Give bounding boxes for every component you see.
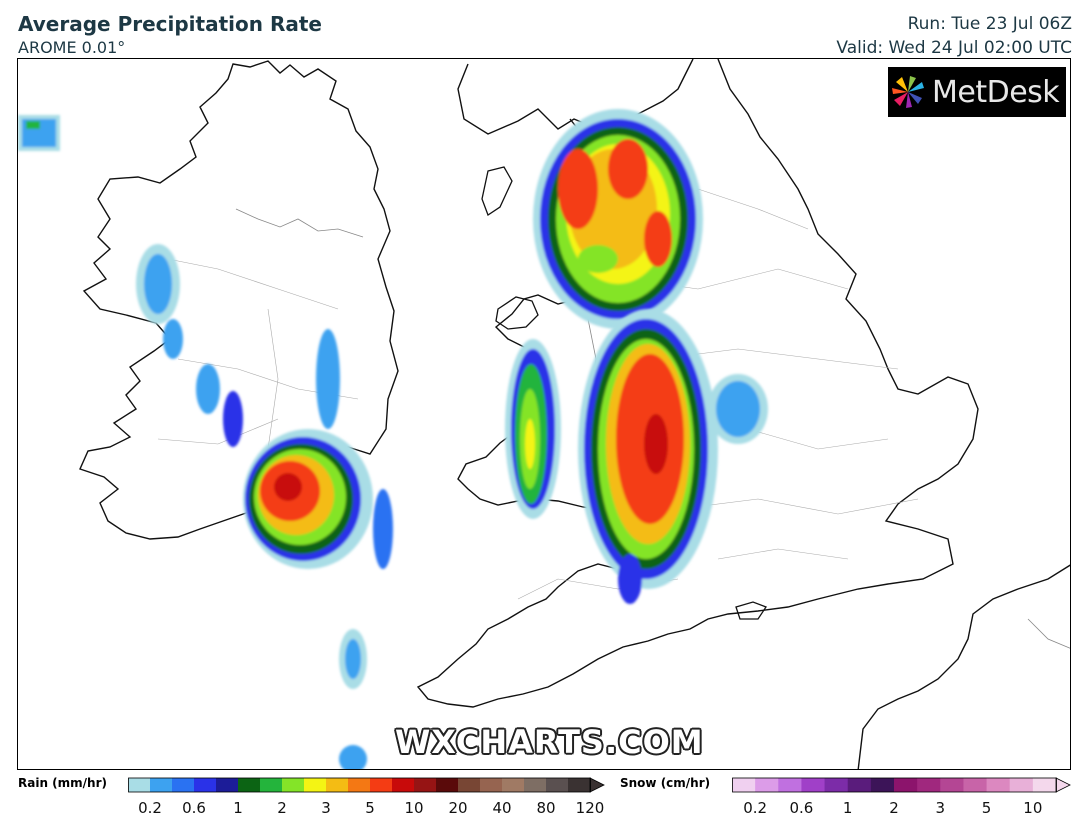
snow-tick-label: 5 xyxy=(981,799,992,817)
ireland-county-lines xyxy=(157,258,359,450)
model-name: AROME 0.01° xyxy=(18,38,126,57)
watermark: WXCHARTS.COM xyxy=(395,723,704,761)
rain-tick-label: 120 xyxy=(575,799,605,817)
rain-colorbar xyxy=(128,777,605,793)
rain-tick-label: 40 xyxy=(492,799,512,817)
pinwheel-icon xyxy=(892,76,924,108)
run-time: Run: Tue 23 Jul 06Z xyxy=(907,14,1072,34)
france-coastline xyxy=(857,564,1070,769)
snow-colorbar-segment xyxy=(940,778,964,792)
snow-colorbar-segment xyxy=(801,778,826,792)
rain-tick-label: 0.6 xyxy=(182,799,206,817)
rain-colorbar-segment xyxy=(546,778,569,792)
rain-colorbar-segment xyxy=(282,778,305,792)
rain-patch-north-england xyxy=(533,109,703,329)
snow-tick-label: 3 xyxy=(935,799,946,817)
snow-legend-label: Snow (cm/hr) xyxy=(620,776,711,790)
rain-colorbar-segment xyxy=(238,778,261,792)
isle-of-man xyxy=(481,166,513,216)
rain-colorbar-segment xyxy=(326,778,349,792)
anglesey xyxy=(495,296,539,330)
rain-tick-label: 2 xyxy=(277,799,287,817)
rain-tick-label: 80 xyxy=(536,799,556,817)
map-canvas xyxy=(18,59,1070,769)
ireland-coastline xyxy=(79,60,399,540)
rain-colorbar-segment xyxy=(194,778,217,792)
rain-patch-midlands xyxy=(578,309,768,604)
snow-colorbar-border xyxy=(732,777,1057,793)
snow-colorbar-segment xyxy=(917,778,941,792)
snow-tick-label: 0.6 xyxy=(789,799,814,817)
rain-colorbar-segment xyxy=(260,778,283,792)
belgium-border xyxy=(1027,618,1070,649)
county-lines xyxy=(517,188,919,600)
metdesk-logo: MetDesk xyxy=(888,67,1066,117)
rain-colorbar-segment xyxy=(480,778,503,792)
rain-tick-label: 20 xyxy=(448,799,468,817)
rain-colorbar-segment xyxy=(524,778,547,792)
rain-colorbar-segment xyxy=(502,778,525,792)
rain-tick-label: 10 xyxy=(404,799,424,817)
rain-colorbar-segment xyxy=(216,778,239,792)
rain-colorbar-segment xyxy=(128,778,151,792)
rain-colorbar-segment xyxy=(436,778,459,792)
rain-patch-ireland-west xyxy=(136,244,243,447)
snow-colorbar-segment xyxy=(1032,778,1057,792)
snow-tick-label: 10 xyxy=(1023,799,1043,817)
rain-colorbar-segment xyxy=(414,778,437,792)
snow-colorbar-segment xyxy=(1009,778,1034,792)
rain-colorbar-segment xyxy=(172,778,195,792)
rain-colorbar-segment xyxy=(568,778,591,792)
rain-legend-label: Rain (mm/hr) xyxy=(18,776,107,790)
snow-tick-label: 0.2 xyxy=(743,799,768,817)
rain-colorbar-segment xyxy=(150,778,173,792)
rain-colorbar-segment xyxy=(392,778,415,792)
snow-colorbar-segment xyxy=(732,778,756,792)
snow-colorbar-segment xyxy=(755,778,779,792)
snow-colorbar-segment xyxy=(847,778,872,792)
snow-colorbar xyxy=(732,777,1071,793)
ireland-border xyxy=(235,208,364,238)
snow-colorbar-segment xyxy=(894,778,918,792)
snow-colorbar-segment xyxy=(824,778,849,792)
isle-of-wight xyxy=(735,601,767,620)
snow-colorbar-segment xyxy=(963,778,988,792)
rain-colorbar-segment xyxy=(458,778,481,792)
rain-tick-label: 3 xyxy=(321,799,331,817)
snow-colorbar-segment xyxy=(870,778,895,792)
rain-patch-channel xyxy=(339,745,367,769)
valid-time: Valid: Wed 24 Jul 02:00 UTC xyxy=(836,38,1072,58)
snow-colorbar-segment xyxy=(986,778,1011,792)
scotland-coastline xyxy=(457,59,694,135)
rain-colorbar-segment xyxy=(304,778,327,792)
rain-colorbar-segment xyxy=(348,778,371,792)
rain-colorbar-arrow xyxy=(589,777,605,793)
chart-title: Average Precipitation Rate xyxy=(18,12,322,36)
precipitation-map[interactable]: MetDesk WXCHARTS.COM xyxy=(17,58,1071,770)
rain-colorbar-segment xyxy=(370,778,393,792)
snow-tick-label: 2 xyxy=(889,799,899,817)
rain-tick-label: 5 xyxy=(365,799,375,817)
britain-coastline xyxy=(416,59,979,708)
snow-tick-label: 1 xyxy=(842,799,853,817)
rain-patch-wales xyxy=(505,339,561,519)
snow-colorbar-arrow xyxy=(1055,777,1071,793)
snow-colorbar-segment xyxy=(778,778,802,792)
rain-colorbar-border xyxy=(128,777,591,793)
rain-patch-atlantic xyxy=(18,115,60,151)
rain-tick-label: 1 xyxy=(233,799,243,817)
rain-tick-label: 0.2 xyxy=(138,799,162,817)
logo-text: MetDesk xyxy=(932,74,1060,110)
rain-patch-ireland-south xyxy=(243,329,393,689)
